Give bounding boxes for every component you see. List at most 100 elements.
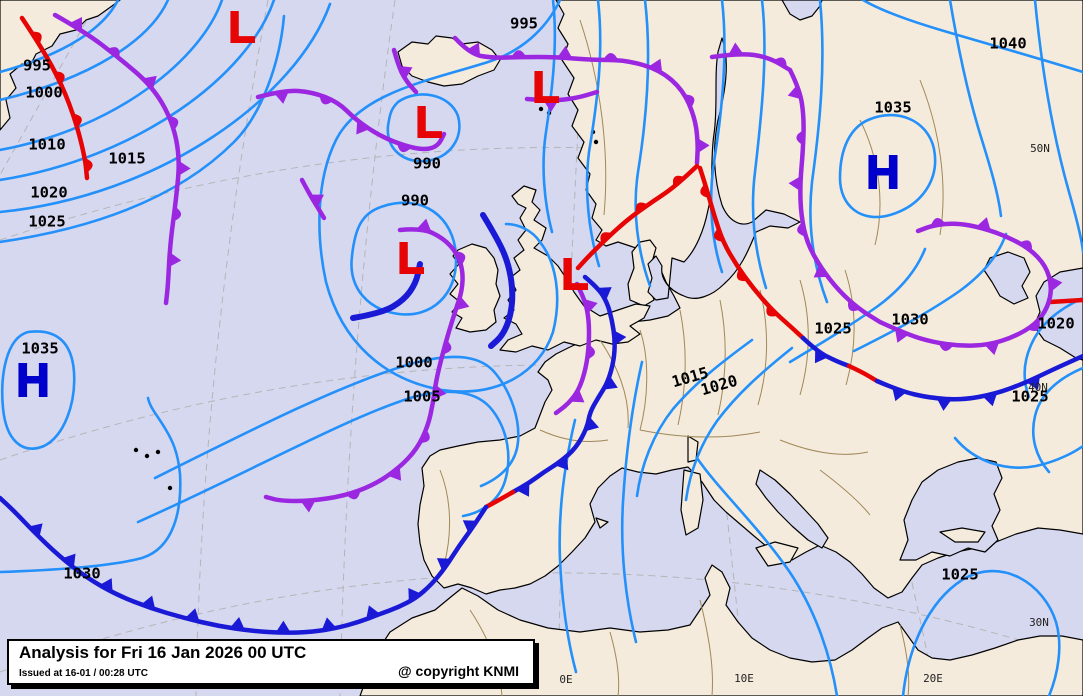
cold-front-triangle-icon [584,298,598,314]
warm-front-semicircle-icon [511,50,527,58]
cold-front-triangle-icon [387,466,402,481]
front-occluded [709,42,793,73]
warm-front-semicircle-icon [419,429,430,444]
cold-front-triangle-icon [356,120,370,135]
front-occluded [524,89,600,113]
graticule-label: 50N [1030,142,1050,155]
low-pressure-center: L [416,98,443,147]
warm-front-semicircle-icon [173,206,182,222]
cold-front-triangle-icon [141,595,156,610]
front-cold [510,274,627,497]
pressure-label: 1025 [1011,388,1048,406]
high-pressure-center: H [16,354,49,406]
front-occluded [263,218,470,513]
pressure-label: 1015 [108,150,145,168]
azores-island [167,485,173,491]
pressure-label: 1030 [63,565,100,583]
warm-front-semicircle-icon [72,113,82,128]
warm-front-semicircle-icon [319,94,334,105]
cold-front-triangle-icon [697,138,710,154]
cold-front-triangle-icon [433,384,447,400]
pressure-label: 1035 [21,340,58,358]
warm-front-semicircle-icon [797,222,806,237]
adriatic-sea [755,469,829,549]
warm-front-semicircle-icon [766,304,779,317]
low-pressure-center: L [398,234,425,283]
graticule-label: 0E [559,673,572,686]
cold-front-triangle-icon [142,75,157,90]
cold-front-triangle-icon [408,588,422,603]
graticule-label: 10E [734,672,754,685]
issued-text: Issued at 16-01 / 00:28 UTC [19,668,148,679]
warm-front-semicircle-icon [672,175,685,188]
warm-front-semicircle-icon [600,232,613,244]
shetland-island [593,139,599,145]
warm-front-semicircle-icon [796,130,804,146]
cold-front-triangle-icon [787,84,802,100]
graticule-label: 30N [1029,616,1049,629]
pressure-label: 1025 [28,213,65,231]
warm-front-semicircle-icon [930,217,946,227]
pressure-label: 1025 [814,320,851,338]
sea-overlays [647,0,1083,561]
cold-front-triangle-icon [466,42,481,57]
warm-front-semicircle-icon [455,251,466,266]
cold-front-triangle-icon [1026,375,1040,390]
cold-front-triangle-icon [728,42,744,55]
cold-front-triangle-icon [648,58,663,73]
front-warm [846,363,880,384]
warm-front-semicircle-icon [773,57,787,68]
front-warm [575,163,700,271]
cold-front-triangle-icon [516,482,530,497]
cold-front-triangle-icon [585,416,600,432]
front-warm [1047,297,1083,305]
cold-front-triangle-icon [178,160,191,176]
warm-front-semicircle-icon [684,94,695,108]
cold-front-triangle-icon [28,523,43,538]
fronts-layer [0,12,1083,635]
cold-front-triangle-icon [984,341,1000,356]
cold-front-triangle-icon [543,100,559,113]
pressure-label: 1030 [891,311,928,329]
pressure-label: 995 [23,57,51,75]
analysis-title-box: Analysis for Fri 16 Jan 2026 00 UTC Issu… [7,639,535,685]
warm-front-semicircle-icon [442,339,452,355]
cold-front-triangle-icon [416,218,432,232]
cold-front-triangle-icon [99,578,113,593]
cold-front-triangle-icon [309,194,324,208]
pressure-label: 1025 [941,566,978,584]
pressure-labels-layer: 995 1000 1010 1015 1020 1025 1035 1030 990 990 995… [21,15,1074,584]
cold-front-triangle-icon [982,392,998,407]
cold-front-triangle-icon [62,553,76,568]
analysis-title: Analysis for Fri 16 Jan 2026 00 UTC [19,643,307,662]
warm-front-semicircle-icon [736,268,748,282]
cold-front-triangle-icon [570,389,585,403]
balearics-coast [595,517,609,529]
pressure-label: 1010 [28,136,65,154]
azores-island [133,447,139,453]
pressure-label: 1020 [30,184,67,202]
sardinia-coast [680,469,704,536]
front-occluded [391,47,419,95]
pressure-label: 1040 [989,35,1026,53]
cold-front-triangle-icon [814,349,828,364]
front-occluded [299,177,327,221]
low-pressure-center: L [229,3,256,52]
north-africa-coast [359,564,1083,696]
warm-front-semicircle-icon [54,71,65,85]
pressure-centers-layer: L L L L L H H [15,2,900,407]
cold-front-triangle-icon [321,617,337,631]
front-warm [697,165,806,341]
high-pressure-center: H [866,146,899,198]
faroe-island [538,106,544,112]
warm-front-semicircle-icon [848,299,861,312]
cold-front-triangle-icon [398,65,413,80]
white-sea [781,0,823,21]
pressure-label: 990 [401,192,429,210]
warm-front-semicircle-icon [107,47,120,59]
warm-front-semicircle-icon [938,342,954,351]
europe-coast [417,0,1083,599]
cold-front-triangle-icon [1049,276,1063,292]
